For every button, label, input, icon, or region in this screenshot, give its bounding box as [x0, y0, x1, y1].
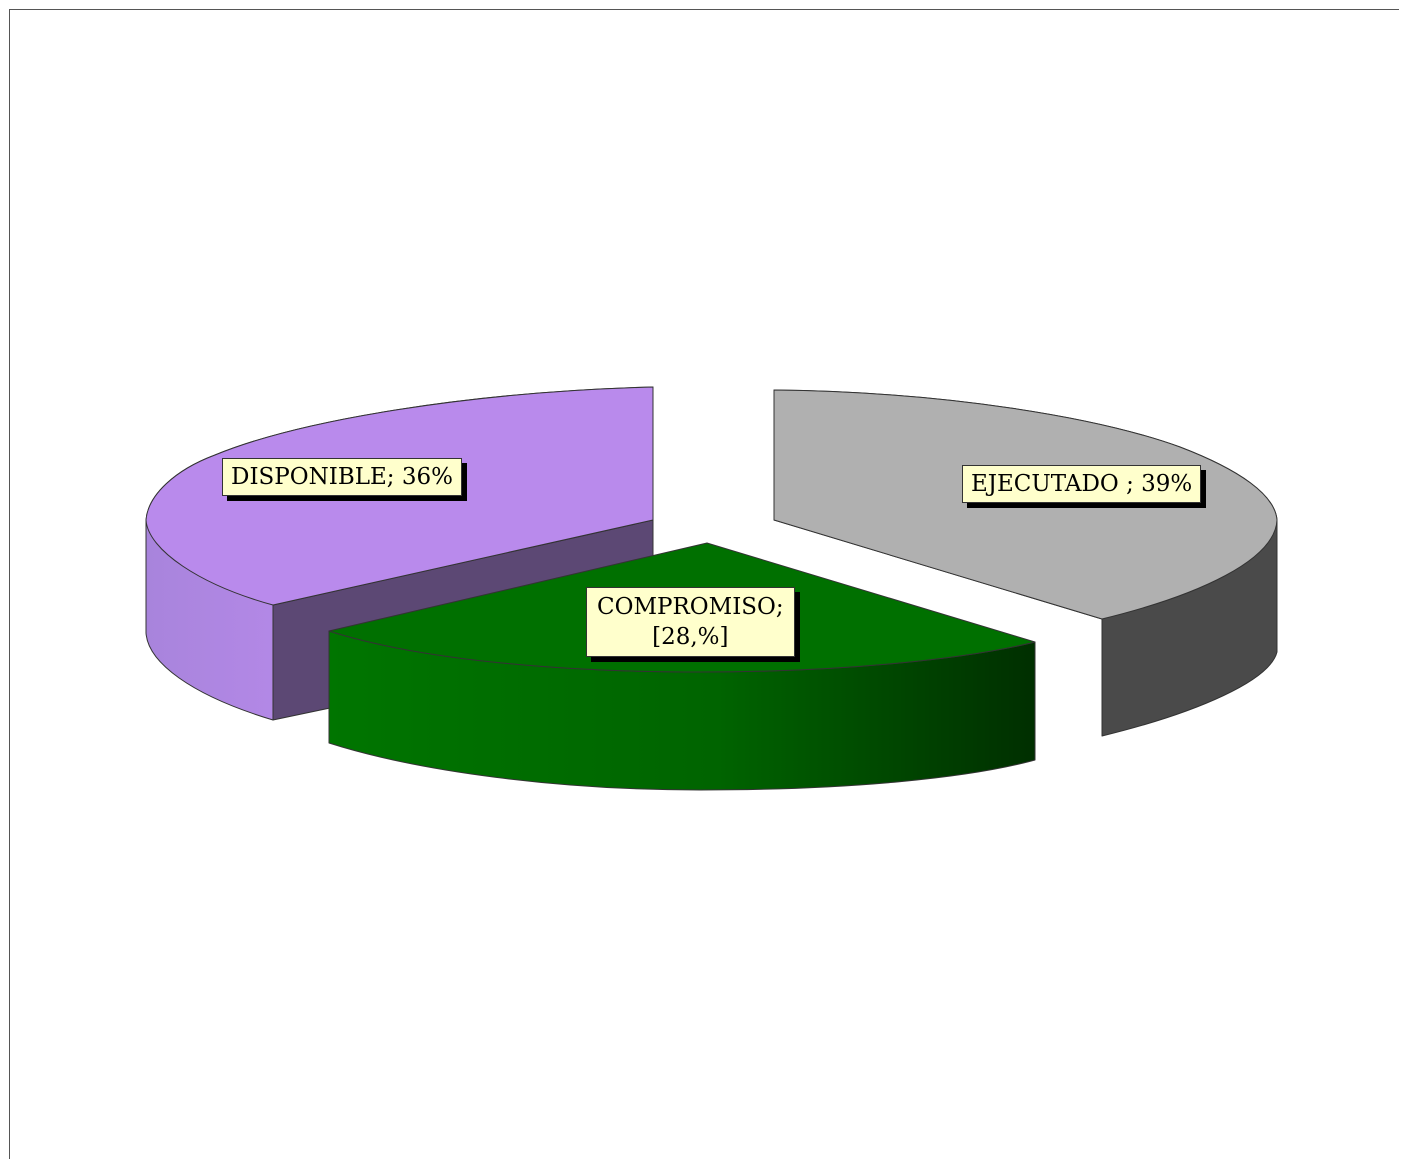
label-ejecutado: EJECUTADO ; 39%: [962, 465, 1202, 503]
label-compromiso: COMPROMISO; [28,%]: [586, 587, 795, 657]
label-disponible-text: DISPONIBLE; 36%: [231, 464, 453, 490]
label-compromiso-line2: [28,%]: [652, 624, 729, 650]
slice-ejecutado-top: [773, 389, 1278, 620]
label-compromiso-line1: COMPROMISO;: [597, 594, 784, 620]
chart-area: [9, 9, 1399, 1159]
slice-disponible-top: [145, 386, 654, 606]
label-disponible: DISPONIBLE; 36%: [222, 458, 462, 496]
label-ejecutado-text: EJECUTADO ; 39%: [971, 471, 1193, 497]
